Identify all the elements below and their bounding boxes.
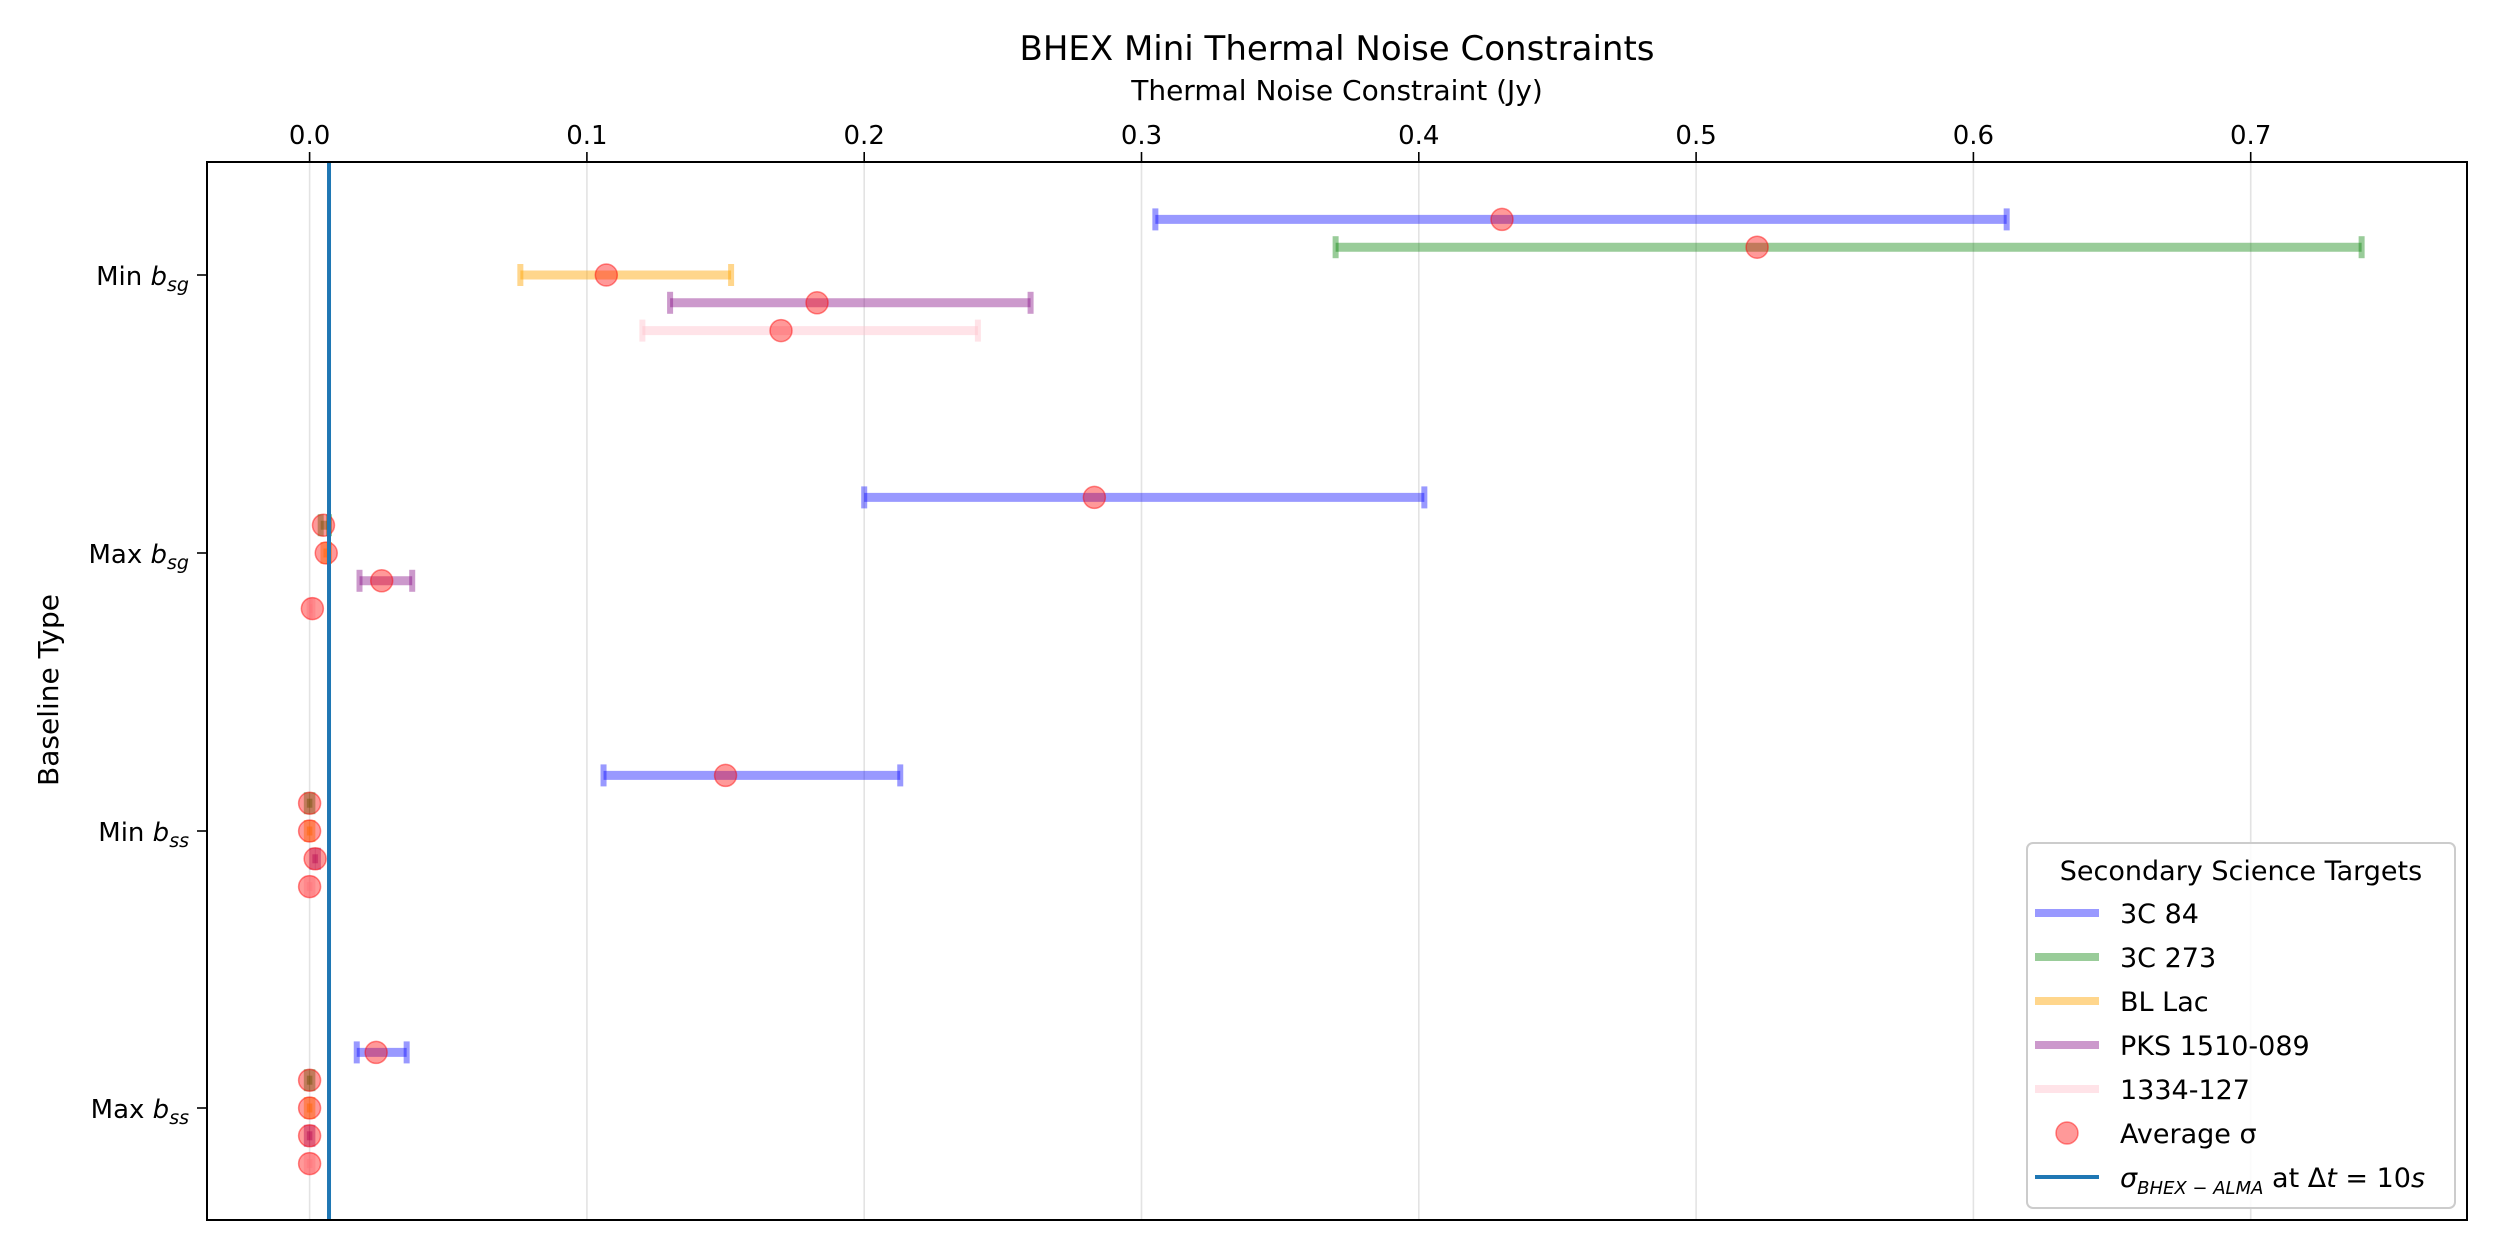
average-marker-3c-84 [364, 1040, 388, 1065]
legend-label-3c-84: 3C 84 [2120, 899, 2199, 930]
average-marker-bl-lac [297, 1096, 322, 1120]
y-axis-label: Baseline Type [32, 594, 65, 786]
average-marker-bl-lac [594, 263, 619, 287]
average-marker-3c-273 [297, 791, 322, 815]
axes-frame [206, 161, 2468, 1221]
legend-label-reference: σBHEX − ALMA at Δt = 10s [2120, 1163, 2425, 1199]
average-marker-3c-273 [1745, 235, 1769, 259]
average-marker-1334-127 [769, 318, 793, 343]
grid [308, 162, 2252, 1220]
y-tick-label-max-bss: Max bss [91, 1095, 189, 1129]
x-axis-label: Thermal Noise Constraint (Jy) [1130, 74, 1543, 107]
average-marker-3c-273 [297, 1068, 322, 1092]
x-tick-label: 0.2 [844, 121, 885, 151]
average-marker-pks-1510-089 [297, 1124, 322, 1148]
average-marker-pks-1510-089 [303, 847, 327, 871]
x-tick-label: 0.7 [2230, 121, 2271, 151]
x-tick-label: 0.6 [1953, 121, 1994, 151]
average-marker-3c-84 [1490, 207, 1514, 232]
average-marker-3c-273 [311, 513, 336, 537]
x-tick-label: 0.5 [1675, 121, 1716, 151]
legend-label-average: Average σ [2120, 1119, 2257, 1150]
x-tick-label: 0.3 [1121, 121, 1162, 151]
average-marker-pks-1510-089 [805, 291, 829, 315]
x-tick-label: 0.1 [566, 121, 607, 151]
legend-box [2026, 842, 2456, 1209]
x-tick-label: 0.4 [1398, 121, 1439, 151]
average-marker-1334-127 [300, 596, 325, 621]
y-tick-label-max-bsg: Max bsg [88, 540, 189, 574]
x-tick-label: 0.0 [289, 121, 330, 151]
legend-title: Secondary Science Targets [2060, 856, 2422, 887]
average-marker-pks-1510-089 [369, 569, 394, 593]
legend-label-bl-lac: BL Lac [2120, 987, 2209, 1018]
legend-swatch-average [2055, 1121, 2079, 1145]
average-marker-1334-127 [297, 1151, 322, 1176]
axes: 0.0 0.1 0.2 0.3 0.4 0.5 0.6 0.7 Min bsg Max bsg Mi… [88, 121, 2468, 1221]
average-marker-bl-lac [297, 819, 322, 843]
legend-label-pks-1510-089: PKS 1510-089 [2120, 1031, 2310, 1062]
legend: Secondary Science Targets 3C 84 3C 273 BL L… [2026, 842, 2456, 1209]
average-marker-3c-84 [713, 763, 738, 788]
y-tick-label-min-bss: Min bss [98, 818, 189, 852]
chart-title: BHEX Mini Thermal Noise Constraints [1020, 29, 1655, 69]
legend-label-3c-273: 3C 273 [2120, 943, 2216, 974]
legend-label-1334-127: 1334-127 [2120, 1075, 2250, 1106]
average-marker-1334-127 [297, 874, 322, 899]
average-marker-3c-84 [1082, 485, 1107, 510]
series-layer [297, 207, 2365, 1176]
average-marker-bl-lac [314, 541, 338, 565]
y-tick-label-min-bsg: Min bsg [96, 262, 189, 296]
